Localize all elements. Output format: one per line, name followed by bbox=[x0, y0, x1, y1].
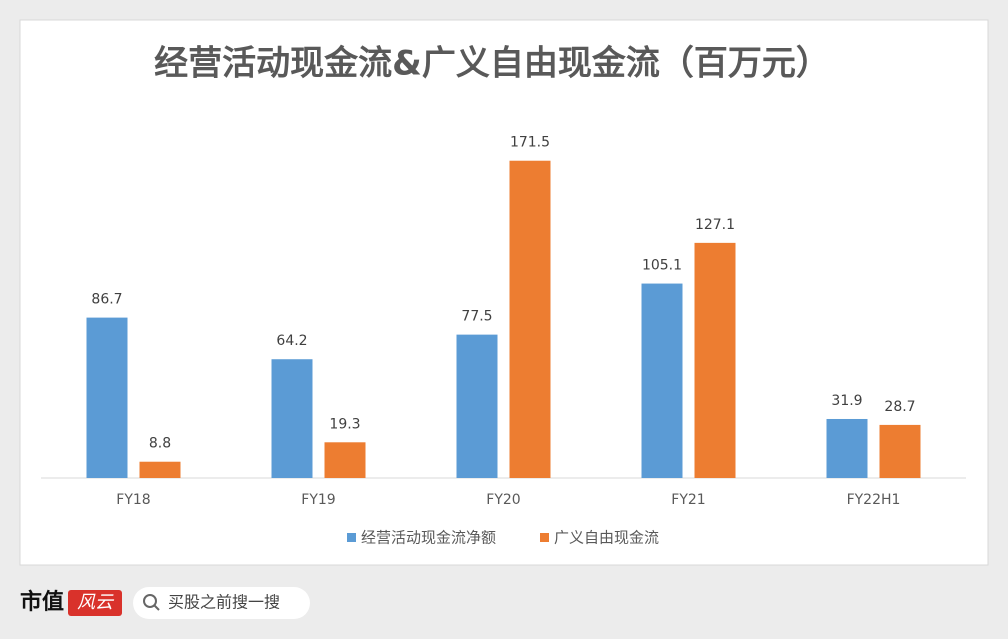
legend-swatch bbox=[347, 533, 356, 542]
logo: 市值 bbox=[20, 589, 64, 615]
logo-badge-bg bbox=[68, 590, 122, 616]
data-label: 86.7 bbox=[91, 292, 122, 308]
legend: 经营活动现金流净额 广义自由现金流 bbox=[347, 529, 659, 547]
chart-title: 经营活动现金流&广义自由现金流（百万元） bbox=[154, 44, 830, 84]
legend-swatch bbox=[540, 533, 549, 542]
x-tick-label: FY19 bbox=[301, 492, 335, 508]
bar bbox=[324, 442, 366, 478]
bar bbox=[86, 317, 128, 478]
data-label: 105.1 bbox=[642, 258, 682, 274]
bar bbox=[139, 461, 181, 478]
legend-label: 广义自由现金流 bbox=[554, 529, 659, 547]
data-label: 77.5 bbox=[461, 309, 492, 325]
data-label: 28.7 bbox=[884, 399, 915, 415]
search-icon bbox=[153, 604, 160, 611]
data-label: 127.1 bbox=[695, 217, 735, 233]
search-box[interactable] bbox=[133, 587, 310, 619]
x-tick-label: FY18 bbox=[116, 492, 150, 508]
legend-label: 经营活动现金流净额 bbox=[361, 529, 496, 547]
data-label: 171.5 bbox=[510, 135, 550, 151]
x-tick-label: FY20 bbox=[486, 492, 520, 508]
bar bbox=[509, 160, 551, 478]
bar bbox=[271, 359, 313, 478]
x-tick-label: FY21 bbox=[671, 492, 705, 508]
bar bbox=[641, 283, 683, 478]
data-label: 19.3 bbox=[329, 416, 360, 432]
bar bbox=[694, 242, 736, 478]
data-label: 31.9 bbox=[831, 393, 862, 409]
data-label: 64.2 bbox=[276, 333, 307, 349]
bar bbox=[456, 334, 498, 478]
data-label: 8.8 bbox=[149, 436, 171, 452]
bar bbox=[826, 418, 868, 478]
search-text[interactable]: 买股之前搜一搜 bbox=[168, 593, 280, 612]
bar bbox=[879, 424, 921, 478]
search-icon bbox=[143, 594, 157, 608]
chart-area bbox=[19, 19, 989, 566]
logo-badge: 风云 bbox=[77, 592, 115, 613]
x-tick-label: FY22H1 bbox=[847, 492, 901, 508]
